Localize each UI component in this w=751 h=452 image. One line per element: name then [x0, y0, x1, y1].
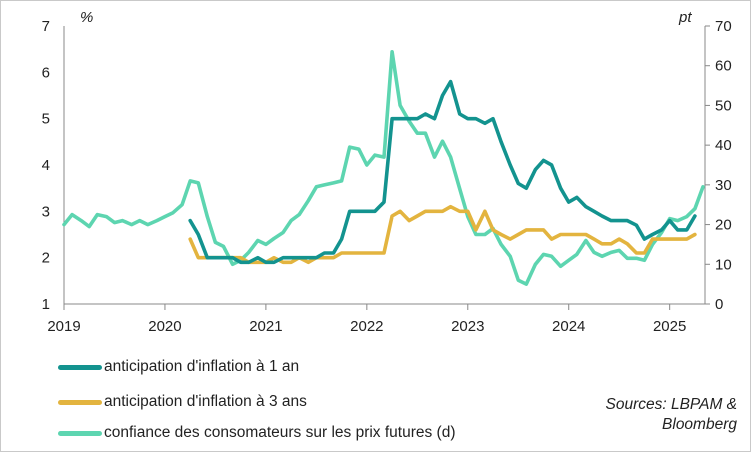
left-tick-label: 1: [42, 296, 50, 313]
series-line-confiance: [62, 49, 705, 286]
series-layer: [62, 49, 705, 286]
legend-item-3-ans: anticipation d'inflation à 3 ans: [58, 393, 307, 411]
series-line-3-ans: [188, 204, 697, 265]
legend-label-3-ans: anticipation d'inflation à 3 ans: [104, 393, 307, 410]
legend-swatch-confiance: [58, 430, 102, 436]
right-tick-label: 30: [715, 177, 732, 194]
right-tick-label: 40: [715, 137, 732, 154]
x-tick-label: 2025: [653, 318, 686, 335]
x-tick-label: 2021: [249, 318, 282, 335]
left-tick-label: 5: [42, 111, 50, 128]
right-tick-label: 50: [715, 97, 732, 114]
left-tick-label: 7: [42, 18, 50, 35]
right-tick-label: 0: [715, 296, 723, 313]
right-axis-unit: pt: [678, 9, 692, 26]
left-axis-unit: %: [80, 9, 93, 26]
left-tick-label: 2: [42, 250, 50, 267]
legend-item-1-an: anticipation d'inflation à 1 an: [58, 358, 299, 376]
x-tick-label: 2022: [350, 318, 383, 335]
legend-label-confiance: confiance des consomateurs sur les prix …: [104, 424, 456, 441]
legend-label-1-an: anticipation d'inflation à 1 an: [104, 358, 300, 375]
sources-line-1: Sources: LBPAM &: [605, 396, 737, 413]
x-tick-label: 2023: [451, 318, 484, 335]
right-tick-label: 10: [715, 256, 732, 273]
sources-note: Sources: LBPAM & Bloomberg: [605, 395, 737, 435]
x-tick-label: 2024: [552, 318, 585, 335]
legend-item-confiance: confiance des consomateurs sur les prix …: [58, 424, 456, 442]
x-tick-label: 2020: [148, 318, 181, 335]
left-tick-label: 3: [42, 203, 50, 220]
series-line-1-an: [188, 79, 697, 265]
right-tick-label: 20: [715, 217, 732, 234]
left-tick-label: 6: [42, 64, 50, 81]
sources-line-2: Bloomberg: [662, 416, 737, 433]
legend-swatch-1-an: [58, 364, 102, 370]
x-tick-label: 2019: [47, 318, 80, 335]
right-tick-label: 70: [715, 18, 732, 35]
left-tick-label: 4: [42, 157, 50, 174]
right-tick-label: 60: [715, 58, 732, 75]
legend-swatch-3-ans: [58, 399, 102, 405]
